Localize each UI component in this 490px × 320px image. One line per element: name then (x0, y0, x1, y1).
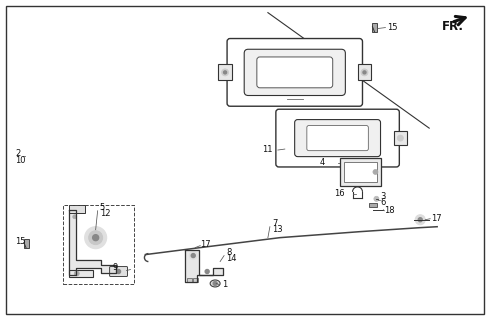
Text: FR.: FR. (442, 20, 464, 33)
Circle shape (213, 282, 217, 285)
FancyBboxPatch shape (276, 109, 399, 167)
Circle shape (117, 269, 121, 274)
Bar (63, 205, 134, 284)
Bar (372, 23, 377, 32)
Text: 3: 3 (380, 192, 386, 201)
Bar (193, 278, 198, 283)
Bar (24, 239, 29, 248)
Circle shape (374, 196, 379, 201)
Circle shape (202, 267, 212, 276)
Circle shape (189, 252, 197, 260)
Text: 17: 17 (200, 240, 211, 249)
Polygon shape (69, 210, 116, 275)
Bar (218, 64, 232, 80)
Text: 7: 7 (272, 219, 277, 228)
FancyBboxPatch shape (227, 38, 363, 106)
Circle shape (415, 215, 425, 225)
Ellipse shape (210, 280, 220, 287)
Text: 17: 17 (431, 214, 442, 223)
FancyBboxPatch shape (110, 267, 127, 276)
Text: 9: 9 (113, 263, 118, 272)
Text: 15: 15 (15, 237, 25, 246)
Text: 11: 11 (262, 145, 272, 154)
Bar (369, 203, 377, 207)
Circle shape (373, 170, 378, 174)
Bar (340, 158, 381, 186)
Bar (69, 269, 93, 277)
Circle shape (85, 227, 107, 249)
Text: 14: 14 (226, 254, 237, 263)
Text: 8: 8 (226, 248, 231, 257)
Text: 5: 5 (99, 203, 105, 212)
Text: 2: 2 (15, 148, 20, 157)
Bar (394, 131, 407, 145)
Text: 13: 13 (272, 225, 283, 234)
Bar (187, 278, 192, 283)
Polygon shape (185, 250, 223, 283)
Circle shape (191, 253, 195, 258)
Text: 15: 15 (388, 23, 398, 32)
FancyBboxPatch shape (244, 49, 345, 95)
Circle shape (418, 218, 422, 222)
Text: 16: 16 (334, 189, 344, 198)
Circle shape (221, 69, 228, 76)
Text: 4: 4 (319, 158, 325, 167)
Text: 1: 1 (222, 280, 227, 289)
FancyBboxPatch shape (257, 57, 333, 88)
Text: 12: 12 (99, 209, 110, 218)
Circle shape (363, 71, 366, 74)
Text: 10: 10 (15, 156, 25, 164)
Bar (358, 64, 371, 80)
Text: 18: 18 (384, 206, 395, 215)
Circle shape (93, 235, 98, 241)
Circle shape (89, 231, 102, 244)
Circle shape (397, 135, 403, 141)
Bar (69, 205, 85, 213)
FancyBboxPatch shape (294, 120, 381, 156)
Circle shape (223, 71, 226, 74)
Circle shape (73, 215, 77, 219)
Text: 6: 6 (380, 198, 386, 207)
Circle shape (205, 269, 209, 274)
Circle shape (74, 271, 79, 276)
Circle shape (361, 69, 368, 76)
Bar (343, 162, 377, 182)
FancyBboxPatch shape (307, 125, 368, 151)
